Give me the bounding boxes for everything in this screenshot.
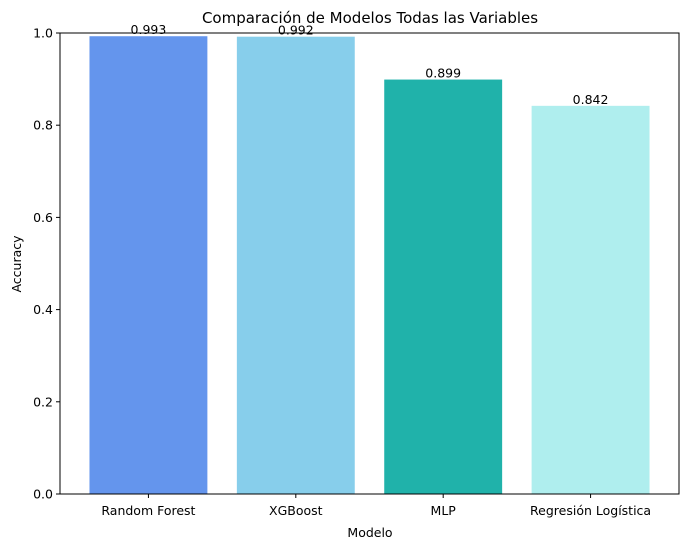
y-axis-label: Accuracy [9,235,24,293]
y-tick-label: 0.0 [33,487,53,502]
y-tick-label: 0.8 [33,118,53,133]
x-tick-label: Random Forest [101,503,195,518]
x-tick-label: XGBoost [269,503,323,518]
y-tick-label: 0.2 [33,394,53,409]
x-tick-label: Regresión Logística [530,503,651,518]
bars-group [89,36,650,495]
value-label: 0.992 [278,23,314,38]
bar-xgboost [236,36,355,495]
x-axis: Random Forest XGBoost MLP Regresión Logísti… [101,494,651,518]
bar-regresi-n-log-stica [531,105,650,494]
y-tick-label: 0.6 [33,210,53,225]
plot-frame [59,32,680,495]
x-tick-label: MLP [431,503,457,518]
y-tick-label: 1.0 [33,26,53,41]
y-tick-label: 0.4 [33,302,53,317]
x-axis-label: Modelo [347,525,392,540]
value-label: 0.993 [131,22,167,37]
y-axis: 0.0 0.2 0.4 0.6 0.8 1.0 [33,26,60,502]
value-label: 0.842 [573,92,609,107]
bar-mlp [384,79,503,494]
value-label: 0.899 [425,66,461,81]
chart-title: Comparación de Modelos Todas las Variabl… [202,9,538,27]
bar-random-forest [89,36,208,495]
